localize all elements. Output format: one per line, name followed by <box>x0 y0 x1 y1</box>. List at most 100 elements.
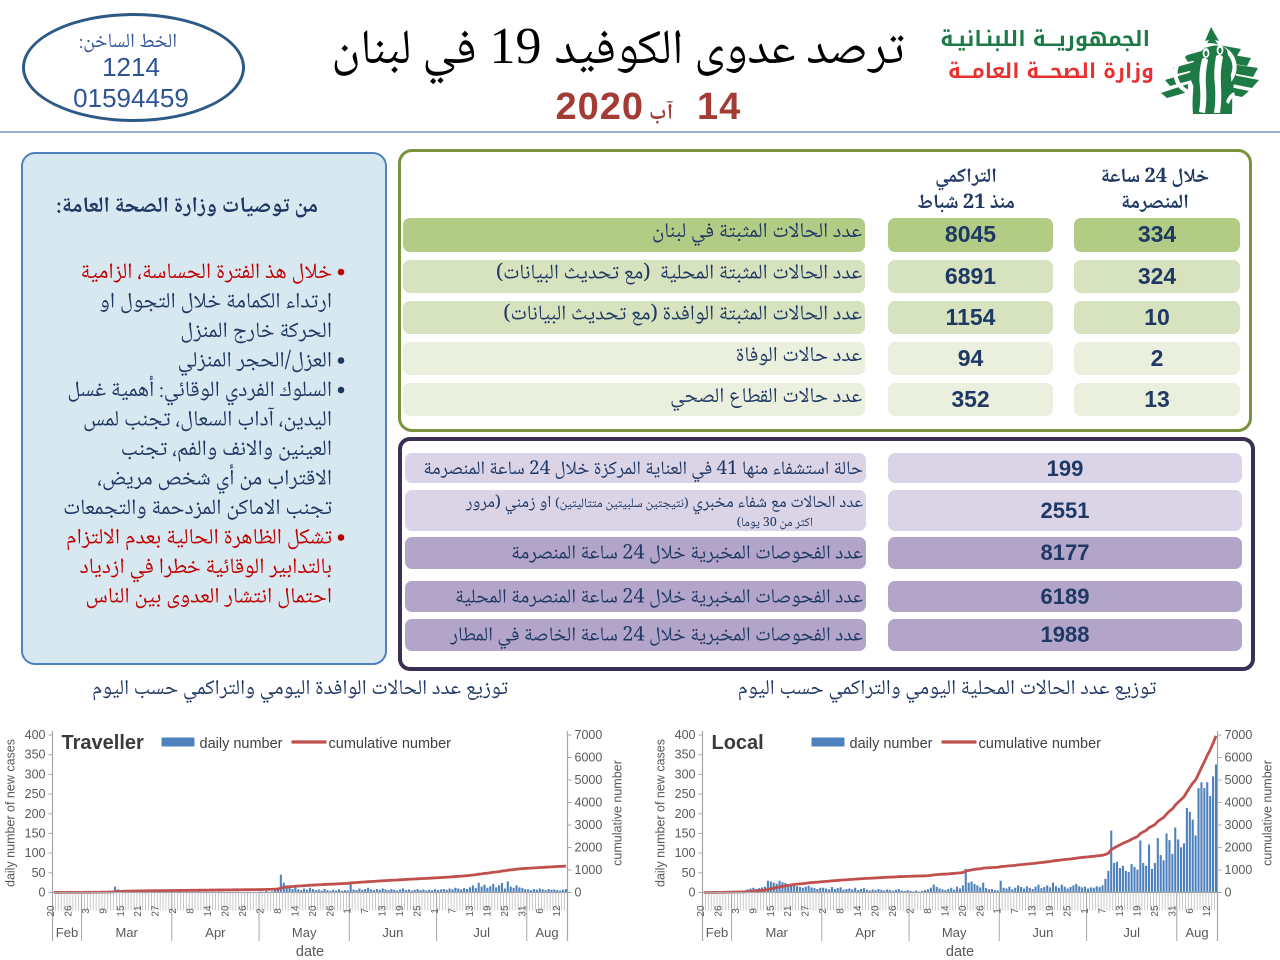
svg-text:19: 19 <box>482 905 493 917</box>
svg-text:7: 7 <box>360 908 371 914</box>
svg-text:1000: 1000 <box>1225 863 1253 877</box>
svg-text:Local: Local <box>712 732 764 754</box>
svg-text:Jun: Jun <box>382 925 403 940</box>
svg-text:7: 7 <box>448 908 459 914</box>
svg-text:150: 150 <box>25 826 46 840</box>
svg-text:8: 8 <box>273 908 284 914</box>
svg-text:2000: 2000 <box>1225 841 1253 855</box>
svg-text:daily number: daily number <box>200 736 283 752</box>
svg-text:date: date <box>296 944 324 960</box>
svg-text:19: 19 <box>490 18 542 75</box>
svg-text:1214: 1214 <box>102 52 160 82</box>
svg-text:13: 13 <box>1115 905 1126 917</box>
svg-text:350: 350 <box>675 748 696 762</box>
svg-text:50: 50 <box>32 866 46 880</box>
svg-text:3: 3 <box>81 908 92 914</box>
svg-text:May: May <box>292 925 317 940</box>
svg-text:01594459: 01594459 <box>73 83 189 113</box>
svg-text:cumulative number: cumulative number <box>611 760 625 866</box>
svg-text:1: 1 <box>430 908 441 914</box>
svg-text:Jun: Jun <box>1032 925 1053 940</box>
svg-text:26: 26 <box>63 905 74 917</box>
svg-text:14: 14 <box>853 905 864 917</box>
svg-text:daily number of new cases: daily number of new cases <box>654 739 668 887</box>
svg-text:Mar: Mar <box>116 925 139 940</box>
svg-text:26: 26 <box>713 905 724 917</box>
svg-text:20: 20 <box>221 905 232 917</box>
svg-text:27: 27 <box>151 905 162 917</box>
svg-text:15: 15 <box>766 905 777 917</box>
svg-text:6: 6 <box>1185 908 1196 914</box>
svg-text:3000: 3000 <box>1225 818 1253 832</box>
svg-text:daily number of new cases: daily number of new cases <box>4 739 18 887</box>
svg-text:12: 12 <box>1202 905 1213 917</box>
svg-text:13: 13 <box>378 905 389 917</box>
svg-text:20: 20 <box>308 905 319 917</box>
svg-text:300: 300 <box>675 767 696 781</box>
svg-text:Feb: Feb <box>56 925 78 940</box>
svg-text:6000: 6000 <box>575 751 603 765</box>
svg-text:7: 7 <box>1010 908 1021 914</box>
svg-text:13: 13 <box>465 905 476 917</box>
svg-text:8: 8 <box>923 908 934 914</box>
svg-text:9: 9 <box>98 908 109 914</box>
svg-text:6000: 6000 <box>1225 751 1253 765</box>
svg-text:12: 12 <box>552 905 563 917</box>
svg-text:300: 300 <box>25 767 46 781</box>
svg-text:Jul: Jul <box>1123 925 1140 940</box>
svg-text:Feb: Feb <box>706 925 728 940</box>
svg-text:5000: 5000 <box>1225 773 1253 787</box>
svg-text:20: 20 <box>696 905 707 917</box>
svg-text:400: 400 <box>675 728 696 742</box>
svg-text:25: 25 <box>413 905 424 917</box>
svg-text:2000: 2000 <box>575 841 603 855</box>
svg-text:Apr: Apr <box>205 925 226 940</box>
svg-text:3: 3 <box>731 908 742 914</box>
svg-text:25: 25 <box>1063 905 1074 917</box>
svg-text:0: 0 <box>1225 886 1232 900</box>
svg-text:31: 31 <box>517 905 528 917</box>
svg-text:19: 19 <box>1132 905 1143 917</box>
svg-text:1: 1 <box>343 908 354 914</box>
svg-text:Jul: Jul <box>473 925 490 940</box>
svg-text:27: 27 <box>801 905 812 917</box>
svg-text:Aug: Aug <box>1186 925 1209 940</box>
svg-text:20: 20 <box>871 905 882 917</box>
svg-text:400: 400 <box>25 728 46 742</box>
svg-text:7000: 7000 <box>575 728 603 742</box>
svg-text:daily number: daily number <box>850 736 933 752</box>
svg-text:14: 14 <box>697 86 741 128</box>
svg-text:2: 2 <box>255 908 266 914</box>
svg-text:8: 8 <box>836 908 847 914</box>
svg-text:Mar: Mar <box>766 925 789 940</box>
svg-text:14: 14 <box>940 905 951 917</box>
svg-text:20: 20 <box>46 905 57 917</box>
svg-text:100: 100 <box>675 846 696 860</box>
svg-text:7: 7 <box>1098 908 1109 914</box>
svg-text:1: 1 <box>1080 908 1091 914</box>
svg-text:20: 20 <box>958 905 969 917</box>
svg-text:250: 250 <box>25 787 46 801</box>
svg-text:15: 15 <box>116 905 127 917</box>
svg-text:2020: 2020 <box>555 86 644 128</box>
svg-text:date: date <box>946 944 974 960</box>
svg-text:1000: 1000 <box>575 863 603 877</box>
svg-text:50: 50 <box>682 866 696 880</box>
svg-text:150: 150 <box>675 826 696 840</box>
svg-text:7000: 7000 <box>1225 728 1253 742</box>
svg-text:2: 2 <box>818 908 829 914</box>
svg-text:13: 13 <box>1028 905 1039 917</box>
svg-text:May: May <box>942 925 967 940</box>
svg-text:5000: 5000 <box>575 773 603 787</box>
svg-text:Traveller: Traveller <box>62 732 145 754</box>
svg-text:26: 26 <box>325 905 336 917</box>
svg-text:100: 100 <box>25 846 46 860</box>
svg-text:6: 6 <box>535 908 546 914</box>
svg-text:14: 14 <box>290 905 301 917</box>
svg-text:26: 26 <box>238 905 249 917</box>
svg-text:250: 250 <box>675 787 696 801</box>
svg-text:200: 200 <box>25 807 46 821</box>
svg-text:9: 9 <box>748 908 759 914</box>
svg-text:4000: 4000 <box>1225 796 1253 810</box>
svg-text:Apr: Apr <box>855 925 876 940</box>
